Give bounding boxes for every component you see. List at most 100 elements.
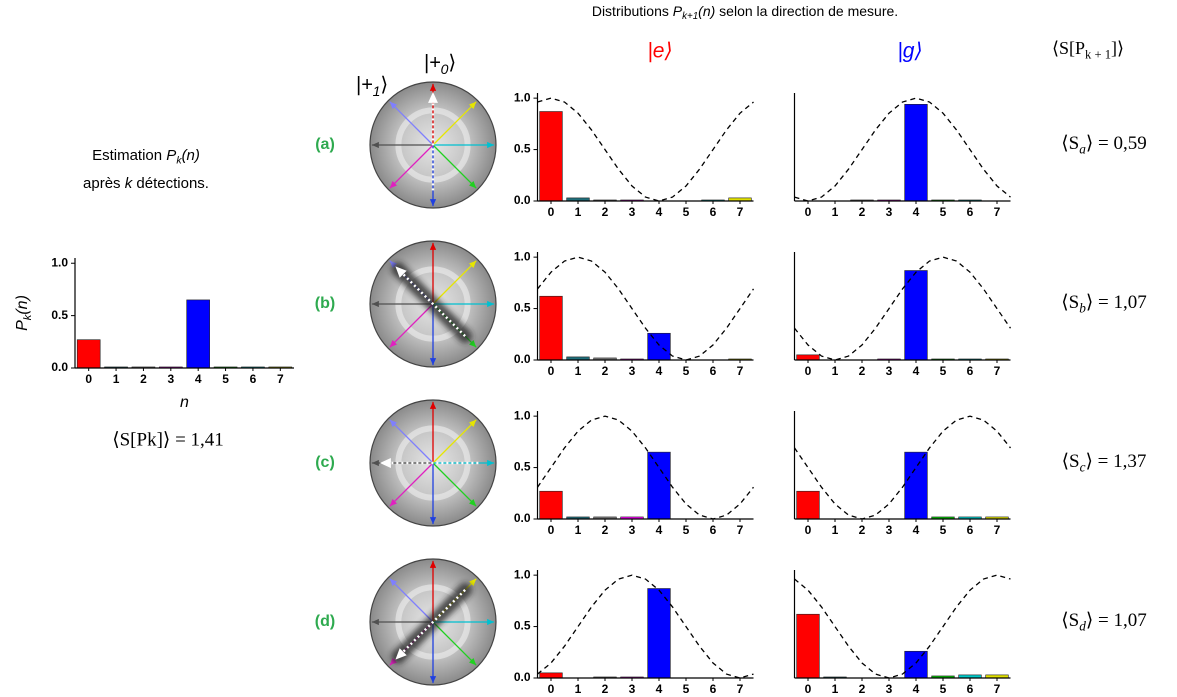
x-tick-label: 3 [886,364,893,378]
x-tick-label: 3 [167,372,174,386]
x-tick-label: 2 [859,682,866,696]
x-tick-label: 7 [277,372,284,386]
x-tick-label: 6 [967,205,974,219]
bar [904,270,928,361]
text-part: k [22,313,34,320]
direction-arrow-head [429,199,437,207]
x-tick-label: 4 [656,205,663,219]
direction-arrow-head [371,618,379,626]
x-tick-label: 4 [656,364,663,378]
x-tick-label: 6 [710,523,717,537]
x-tick-label: 6 [710,364,717,378]
direction-arrow-head [389,340,397,348]
direction-arrow-head [487,300,495,308]
x-tick-label: 2 [602,682,609,696]
bar [796,613,820,679]
x-tick-label: 2 [602,523,609,537]
text-part: c [1080,460,1086,475]
text-part: b [1079,301,1086,316]
x-tick-label: 0 [548,205,555,219]
direction-arrow-head [469,101,477,109]
y-tick-label: 1.0 [514,90,531,104]
x-tick-label: 3 [629,205,636,219]
text-part: ]⟩ [1111,38,1124,58]
x-tick-label: 2 [859,205,866,219]
sphere-label: |+1⟩ [356,74,388,98]
direction-arrow-head [429,517,437,525]
x-tick-label: 2 [602,364,609,378]
text-part: après [83,175,125,192]
x-tick-label: 7 [994,523,1001,537]
text-part: k [176,154,182,166]
row-label: (b) [315,295,335,312]
bar [796,490,820,520]
row-label: (d) [315,613,335,630]
column-label: |e⟩ [647,40,672,63]
direction-arrow-head [389,419,397,427]
x-tick-label: 6 [967,682,974,696]
direction-arrow-head [429,358,437,366]
text-part: ⟨S [1061,610,1079,631]
y-tick-label: 1.0 [51,255,68,269]
x-tick-label: 0 [548,523,555,537]
x-tick-label: 4 [913,682,920,696]
x-tick-label: 3 [629,682,636,696]
measure-arrow-head [428,91,438,103]
x-axis-label: n [180,394,189,411]
x-tick-label: 7 [994,205,1001,219]
column-label: |g⟩ [897,40,922,63]
x-tick-label: 7 [737,205,744,219]
x-tick-label: 2 [859,523,866,537]
y-tick-label: 0.0 [514,352,531,366]
x-tick-label: 5 [940,205,947,219]
direction-arrow-head [429,676,437,684]
text-part: Estimation [92,147,166,164]
bar [647,332,671,361]
x-tick-label: 1 [575,682,582,696]
x-tick-label: 1 [832,364,839,378]
x-tick-label: 5 [683,205,690,219]
x-tick-label: 2 [602,205,609,219]
y-tick-label: 0.5 [51,308,68,322]
bar [796,354,820,361]
text-part: P [14,320,31,331]
x-tick-label: 1 [832,682,839,696]
row-entropy: ⟨Sd⟩ = 1,07 [1061,610,1147,633]
text-part: ⟩ = 1,07 [1086,292,1147,313]
direction-arrow [432,144,477,189]
x-tick-label: 3 [629,364,636,378]
x-tick-label: 6 [250,372,257,386]
x-tick-label: 4 [913,205,920,219]
text-part: k [125,175,134,192]
text-part: ⟩ = 1,07 [1086,610,1147,631]
x-tick-label: 6 [967,364,974,378]
x-tick-label: 0 [548,682,555,696]
y-tick-label: 0.5 [514,619,531,633]
text-part: 1 [373,83,381,99]
entropy-header: ⟨S[Pk + 1]⟩ [1052,38,1124,61]
text-part: ⟨S[P [1052,38,1085,58]
direction-arrow [432,260,477,305]
estimation-caption: Estimation Pk(n) [92,147,200,166]
x-tick-label: 6 [710,205,717,219]
direction-arrow-head [389,499,397,507]
x-tick-label: 0 [805,364,812,378]
x-tick-label: 3 [886,205,893,219]
direction-arrow [389,578,434,623]
row-entropy: ⟨Sb⟩ = 1,07 [1061,292,1147,315]
theory-curve [793,256,1012,361]
text-part: (n) [182,147,200,164]
y-tick-label: 0.0 [514,670,531,684]
theory-curve [794,574,1011,679]
text-part: k+1 [682,11,698,22]
text-part: P [673,3,683,19]
x-tick-label: 0 [805,205,812,219]
x-tick-label: 0 [805,523,812,537]
bar [539,295,563,361]
text-part: ⟩ [380,74,388,96]
bar [647,588,671,679]
x-tick-label: 1 [575,523,582,537]
bar [539,490,563,520]
